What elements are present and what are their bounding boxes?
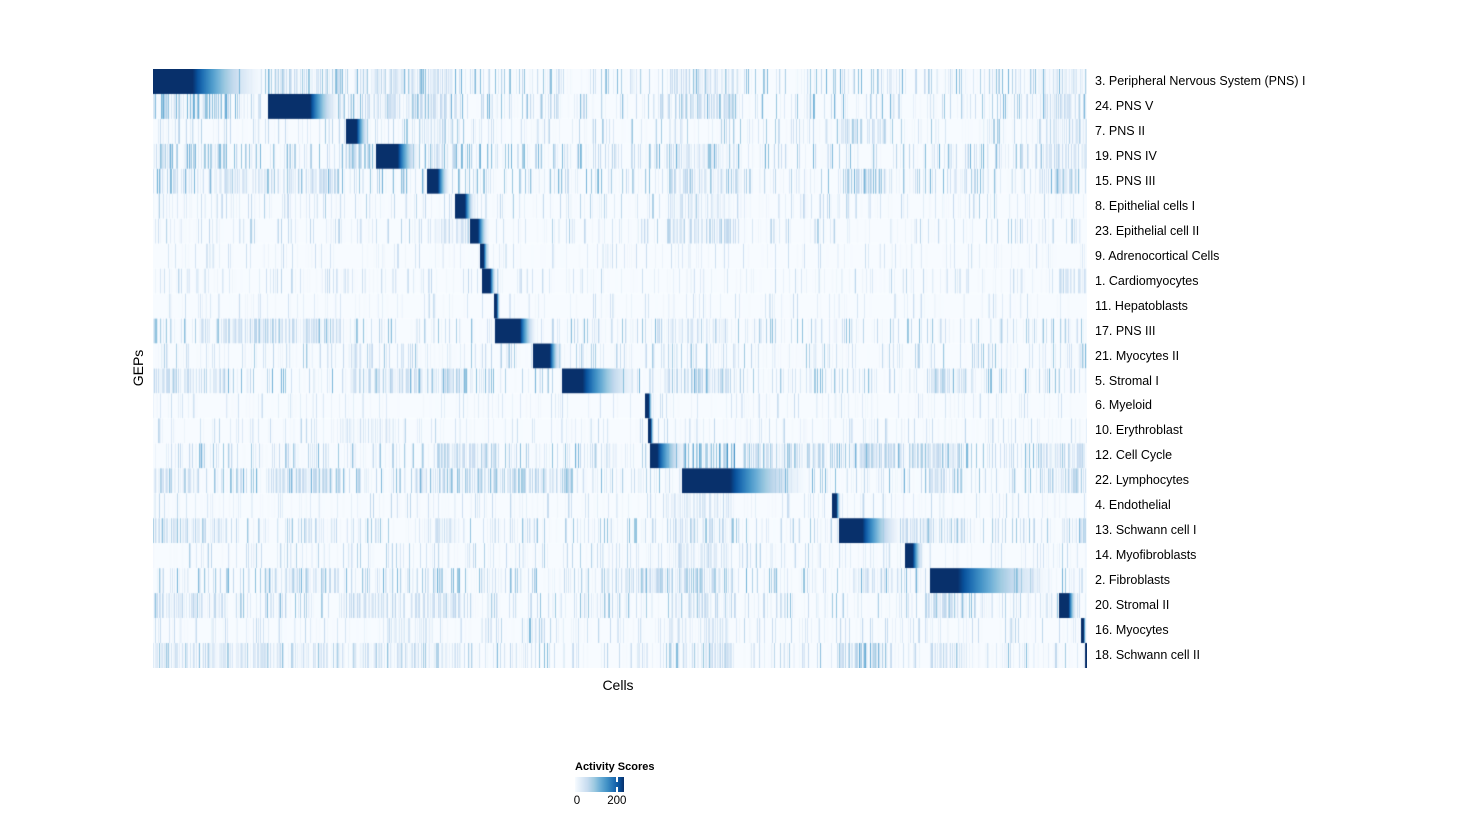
legend-tick-mark bbox=[615, 777, 618, 782]
row-label: 15. PNS III bbox=[1095, 173, 1156, 188]
row-label: 2. Fibroblasts bbox=[1095, 573, 1171, 588]
row-label: 6. Myeloid bbox=[1095, 398, 1152, 413]
row-label: 19. PNS IV bbox=[1095, 148, 1157, 163]
row-label: 5. Stromal I bbox=[1095, 373, 1159, 388]
row-labels: 3. Peripheral Nervous System (PNS) I 24. … bbox=[1095, 69, 1455, 668]
y-axis-label: GEPs bbox=[130, 349, 146, 387]
legend: Activity Scores 0 200 bbox=[573, 761, 695, 811]
heatmap-canvas bbox=[153, 69, 1087, 668]
legend-tick-mark bbox=[615, 787, 618, 792]
row-label: 14. Myofibroblasts bbox=[1095, 548, 1197, 563]
row-label: 8. Epithelial cells I bbox=[1095, 198, 1196, 213]
row-label: 20. Stromal II bbox=[1095, 598, 1170, 613]
legend-gradient-bar bbox=[575, 777, 624, 792]
row-label: 4. Endothelial bbox=[1095, 498, 1171, 513]
row-label: 12. Cell Cycle bbox=[1095, 448, 1173, 463]
row-label: 16. Myocytes bbox=[1095, 623, 1169, 638]
x-axis-label: Cells bbox=[602, 677, 634, 693]
row-label: 9. Adrenocortical Cells bbox=[1095, 248, 1220, 263]
row-label: 11. Hepatoblasts bbox=[1095, 298, 1188, 313]
row-label: 7. PNS II bbox=[1095, 123, 1146, 138]
row-label: 22. Lymphocytes bbox=[1095, 473, 1190, 488]
legend-tick-label-0: 0 bbox=[573, 795, 581, 807]
row-label: 21. Myocytes II bbox=[1095, 348, 1180, 363]
row-label: 17. PNS III bbox=[1095, 323, 1156, 338]
row-label: 23. Epithelial cell II bbox=[1095, 223, 1200, 238]
row-label: 10. Erythroblast bbox=[1095, 423, 1183, 438]
row-label: 13. Schwann cell I bbox=[1095, 523, 1197, 538]
row-label: 1. Cardiomyocytes bbox=[1095, 273, 1199, 288]
row-label: 24. PNS V bbox=[1095, 98, 1154, 113]
row-label: 3. Peripheral Nervous System (PNS) I bbox=[1095, 74, 1306, 88]
legend-tick-label-200: 200 bbox=[607, 795, 627, 807]
legend-title: Activity Scores bbox=[575, 761, 655, 773]
row-label: 18. Schwann cell II bbox=[1095, 648, 1200, 663]
